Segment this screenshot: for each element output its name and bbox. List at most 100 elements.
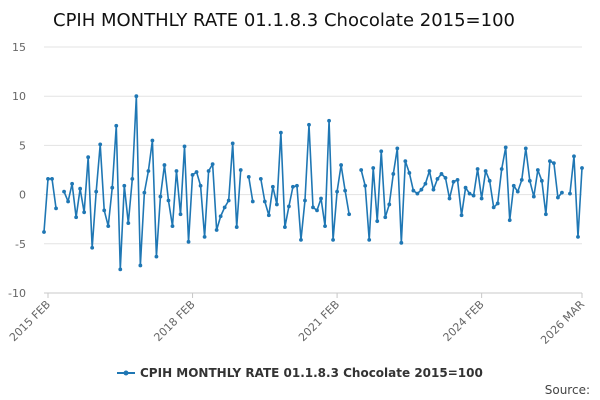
- data-point: [218, 214, 223, 219]
- data-point: [439, 172, 444, 176]
- data-point: [214, 228, 219, 232]
- y-axis-ticks: -10 -5 0 5 10 15: [8, 41, 26, 300]
- data-point: [383, 215, 388, 220]
- data-point: [527, 178, 532, 183]
- x-tick-label: 2018 FEB: [151, 298, 197, 344]
- data-point: [435, 176, 440, 181]
- data-point: [162, 163, 167, 167]
- data-point: [327, 118, 331, 123]
- data-point: [399, 240, 404, 245]
- data-point: [291, 184, 295, 189]
- data-point: [471, 193, 476, 198]
- data-point: [46, 176, 50, 181]
- data-point: [174, 169, 179, 173]
- data-point: [82, 210, 87, 215]
- data-point: [419, 187, 424, 192]
- data-point: [186, 239, 191, 244]
- data-point: [307, 122, 311, 127]
- data-point: [222, 205, 227, 210]
- data-point: [451, 179, 456, 184]
- data-point: [194, 170, 199, 174]
- data-point: [54, 206, 58, 211]
- data-point: [367, 237, 372, 242]
- data-point: [375, 219, 380, 224]
- data-point: [226, 198, 231, 203]
- series-line: [42, 94, 584, 272]
- data-point: [423, 181, 428, 186]
- data-point: [311, 205, 315, 210]
- legend-swatch-marker: [123, 370, 129, 376]
- data-point: [130, 176, 135, 181]
- data-point: [62, 189, 66, 194]
- data-point: [403, 159, 408, 164]
- data-point: [391, 172, 396, 176]
- data-point: [515, 189, 520, 194]
- data-point: [50, 176, 54, 181]
- data-point: [198, 183, 203, 188]
- data-point: [371, 166, 376, 170]
- data-point: [495, 201, 500, 206]
- data-point: [463, 185, 468, 190]
- data-point: [110, 185, 115, 190]
- data-point: [94, 189, 99, 194]
- y-tick-label: 5: [19, 139, 26, 152]
- data-point: [335, 189, 339, 194]
- data-point: [323, 224, 327, 228]
- data-point: [250, 199, 255, 204]
- data-point: [415, 191, 420, 196]
- y-tick-label: 0: [19, 189, 26, 202]
- data-point: [126, 221, 131, 226]
- data-point: [343, 188, 348, 193]
- data-point: [258, 176, 263, 181]
- y-tick-label: -5: [15, 238, 26, 251]
- data-point: [283, 225, 287, 229]
- data-point: [150, 138, 155, 143]
- data-point: [210, 162, 215, 167]
- data-point: [387, 202, 392, 207]
- data-point: [154, 254, 159, 259]
- data-point: [475, 167, 480, 171]
- data-point: [363, 183, 368, 188]
- y-tick-label: -10: [8, 287, 26, 300]
- data-point: [552, 161, 556, 166]
- data-point: [543, 212, 548, 217]
- data-point: [206, 169, 211, 173]
- data-point: [98, 142, 103, 147]
- legend[interactable]: CPIH MONTHLY RATE 01.1.8.3 Chocolate 201…: [117, 366, 483, 380]
- series-line-segment: [43, 178, 57, 233]
- data-point: [287, 204, 291, 209]
- data-point: [503, 145, 508, 150]
- source-label: Source:: [545, 383, 590, 397]
- data-point: [178, 212, 183, 217]
- data-point: [42, 230, 46, 234]
- data-point: [511, 183, 516, 188]
- data-point: [572, 154, 576, 159]
- data-point: [138, 263, 143, 268]
- data-point: [166, 198, 171, 203]
- data-point: [483, 169, 488, 173]
- data-point: [395, 146, 400, 151]
- legend-label: CPIH MONTHLY RATE 01.1.8.3 Chocolate 201…: [140, 366, 483, 380]
- data-point: [576, 235, 580, 239]
- data-point: [467, 191, 472, 196]
- data-point: [407, 171, 412, 175]
- data-point: [66, 199, 70, 204]
- data-point: [580, 166, 584, 170]
- data-point: [182, 144, 187, 149]
- data-point: [238, 168, 243, 172]
- data-point: [556, 195, 560, 200]
- data-point: [459, 213, 464, 218]
- data-point: [539, 178, 544, 183]
- data-point: [78, 186, 83, 191]
- data-point: [134, 94, 139, 99]
- data-point: [266, 213, 271, 218]
- data-point: [427, 169, 432, 173]
- data-point: [447, 196, 452, 201]
- x-tick-label: 2026 MAR: [538, 298, 587, 347]
- data-point: [315, 208, 319, 213]
- data-point: [114, 123, 119, 128]
- data-point: [431, 187, 436, 192]
- data-point: [455, 177, 460, 182]
- chart-title: CPIH MONTHLY RATE 01.1.8.3 Chocolate 201…: [53, 10, 515, 31]
